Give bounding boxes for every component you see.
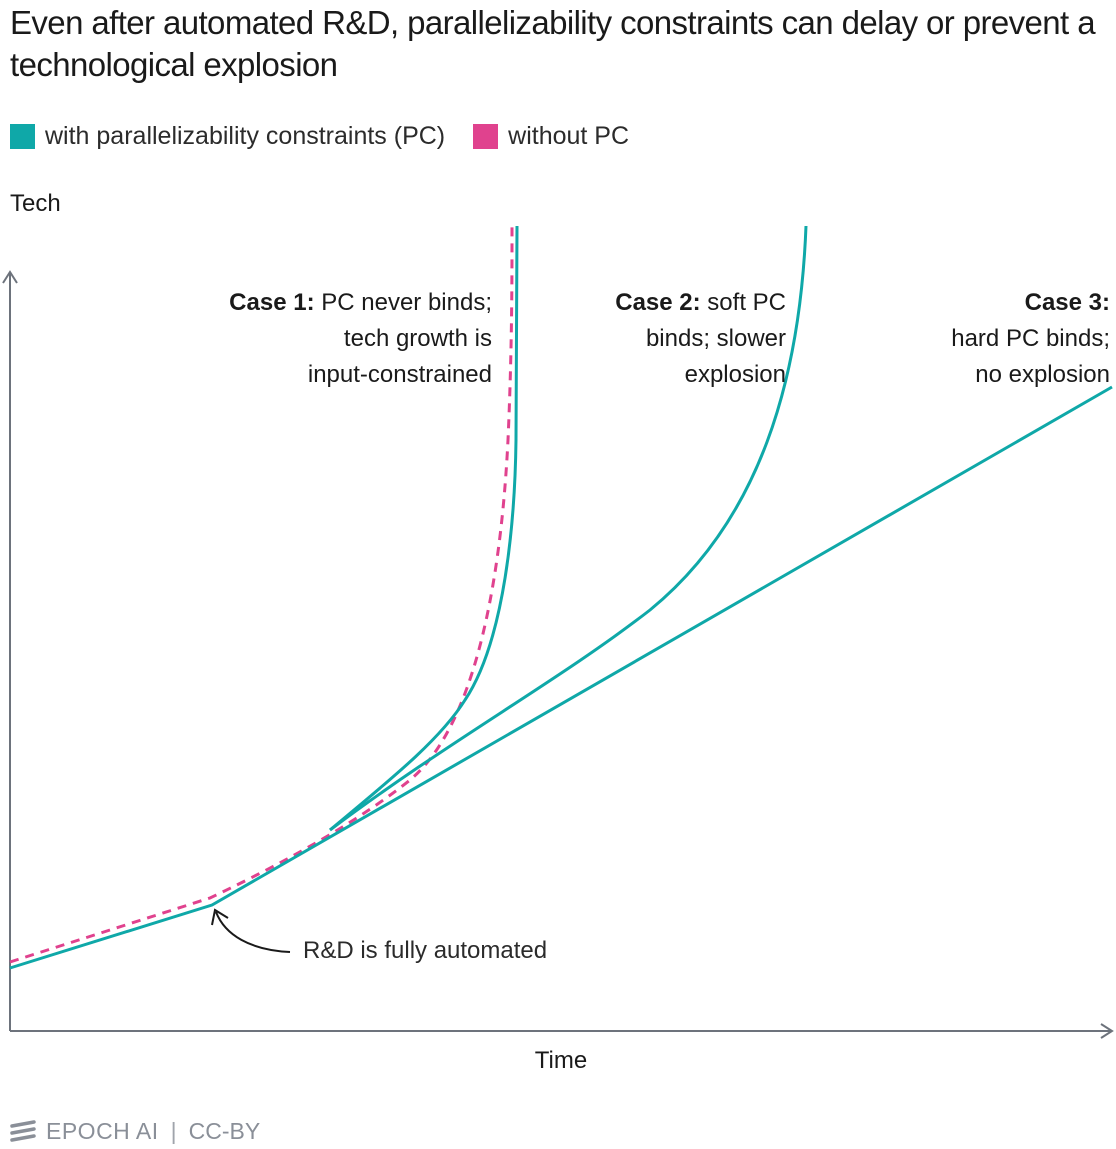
legend-swatch-without-pc (473, 124, 499, 149)
legend-item-with-pc: with parallelizability constraints (PC) (10, 122, 445, 151)
series-case2-line (329, 225, 808, 832)
legend-label-without-pc: without PC (508, 122, 630, 150)
case2-label-line1: Case 2: soft PC (615, 289, 786, 316)
epoch-logo-icon (10, 1119, 36, 1142)
chart-plot: Tech Time R&D is fully automated Case 1:… (2, 190, 1114, 1074)
case2-bold: Case 2: (615, 289, 700, 316)
case1-label-line3: input-constrained (308, 361, 492, 388)
case2-label-line2: binds; slower (646, 325, 786, 352)
chart-title: Even after automated R&D, parallelizabil… (10, 4, 1096, 83)
y-axis-label: Tech (10, 190, 61, 217)
legend-item-without-pc: without PC (473, 122, 629, 151)
automation-arrow (215, 911, 291, 953)
footer-separator: | (170, 1118, 177, 1144)
legend-label-with-pc: with parallelizability constraints (PC) (45, 122, 446, 150)
series-case3-line (9, 385, 1113, 970)
x-axis-arrow (1100, 1023, 1114, 1039)
case3-label-line2: no explosion (975, 361, 1110, 388)
footer-license: CC-BY (188, 1118, 261, 1144)
case1-text1: PC never binds; (321, 289, 492, 316)
annotation-automation: R&D is fully automated (303, 937, 547, 964)
series-case1-line (329, 225, 519, 832)
footer-brand: EPOCH AI (46, 1118, 159, 1144)
legend-swatch-with-pc (10, 124, 35, 149)
case1-bold: Case 1: (229, 289, 314, 316)
automation-arrowhead (211, 908, 229, 926)
case3-label-bold: Case 3: (1025, 289, 1110, 316)
case1-label-line1: Case 1: PC never binds; (229, 289, 492, 316)
case1-label-line2: tech growth is (344, 325, 492, 352)
legend: with parallelizability constraints (PC) … (10, 122, 657, 151)
x-axis-label: Time (535, 1047, 587, 1074)
case2-text1: soft PC (707, 289, 786, 316)
footer: EPOCH AI | CC-BY (8, 1118, 260, 1145)
case3-label-line1: hard PC binds; (951, 325, 1110, 352)
y-axis-arrow (2, 270, 18, 284)
case2-label-line3: explosion (685, 361, 786, 388)
